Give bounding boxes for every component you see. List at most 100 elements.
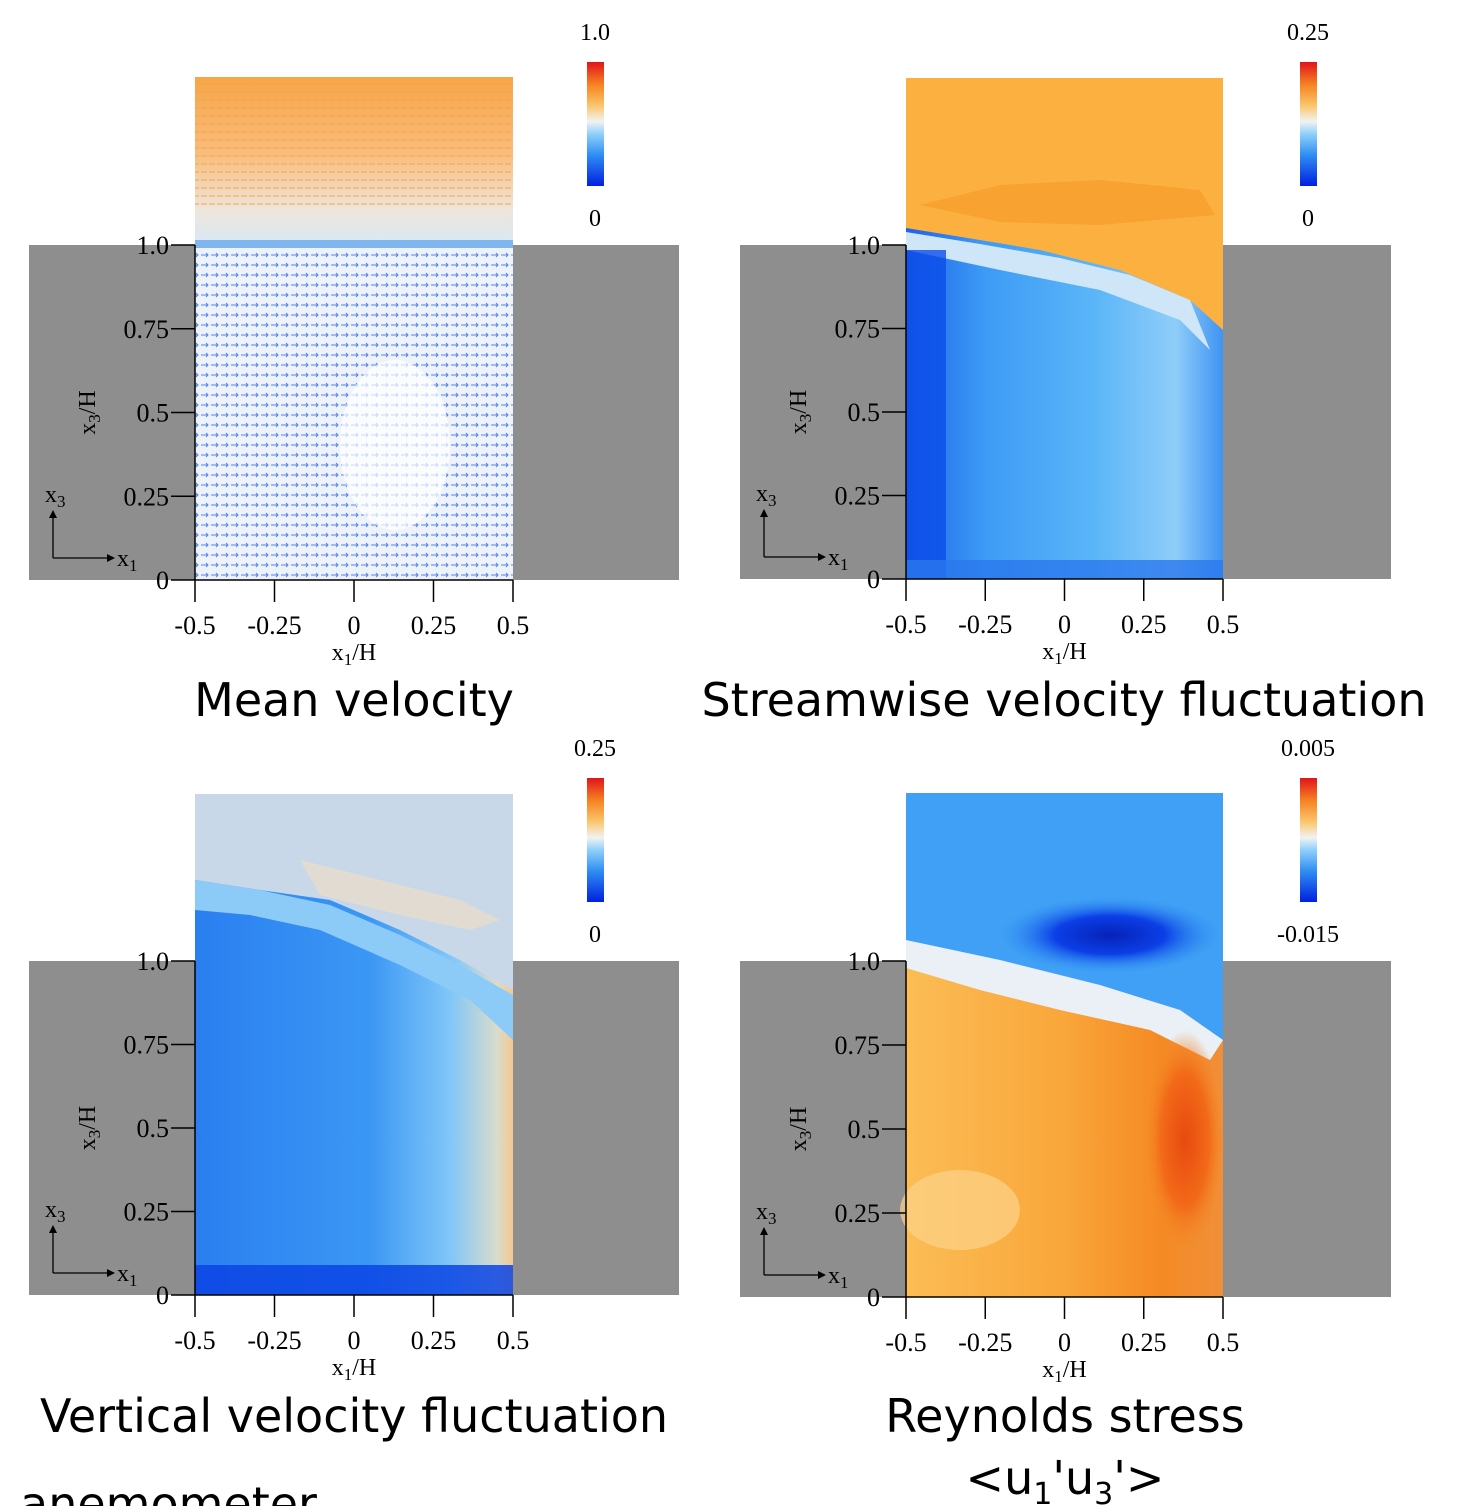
icon-vertical-arrowhead [760, 1227, 768, 1235]
icon-horizontal-arrowhead [818, 553, 826, 561]
y-tick-label: 0 [156, 566, 169, 595]
icon-vertical-label: x3 [45, 1197, 66, 1226]
contour-positive-core [1145, 1030, 1225, 1250]
colorbar [1300, 62, 1317, 186]
icon-vertical-arrowhead [49, 1225, 57, 1233]
y-tick-label: 0.75 [835, 315, 881, 344]
contour-shear-white [906, 940, 1223, 1060]
wall-right [1223, 961, 1391, 1297]
x-tick-label: 0.25 [1121, 610, 1167, 639]
x-tick-label: -0.25 [247, 1326, 301, 1355]
x-tick-label: -0.25 [958, 1328, 1012, 1357]
y-tick-label: 0 [867, 565, 880, 594]
x-tick-label: 0 [348, 1326, 361, 1355]
x-tick-label: -0.5 [174, 1326, 215, 1355]
x-tick-label: 0.5 [497, 611, 530, 640]
contour-bottom-dark [195, 1265, 513, 1295]
contour-orange-band [920, 180, 1215, 225]
x-tick-label: 0 [348, 611, 361, 640]
vortex-core [340, 360, 450, 530]
y-tick-label: 0.25 [835, 1199, 881, 1228]
x-tick-label: -0.5 [885, 610, 926, 639]
x-axis-label: x1/H [1042, 639, 1087, 668]
x-tick-label: 0.5 [1207, 1328, 1240, 1357]
contour-bottom [906, 560, 1223, 579]
y-axis-label: x3/H [786, 390, 815, 435]
x-axis-label: x1/H [332, 1355, 377, 1384]
wall-left [29, 245, 195, 580]
x-axis-label: x1/H [332, 640, 377, 669]
contour-transition [195, 880, 513, 1040]
icon-vertical-label: x3 [756, 481, 777, 510]
y-tick-label: 0.25 [124, 1198, 170, 1227]
x-tick-label: 0 [1058, 610, 1071, 639]
x-tick-label: 0.5 [497, 1326, 530, 1355]
x-tick-label: -0.5 [174, 611, 215, 640]
wall-right [513, 245, 679, 580]
colorbar-max-label: 0.25 [1287, 20, 1329, 46]
y-tick-label: 1.0 [848, 947, 881, 976]
x-tick-label: 0.25 [411, 611, 457, 640]
y-tick-label: 0.75 [124, 315, 170, 344]
caption-streamwise: Streamwise velocity fluctuation [701, 673, 1426, 727]
icon-vertical-arrowhead [49, 510, 57, 518]
colorbar-max-label: 1.0 [580, 20, 610, 46]
icon-vertical-label: x3 [45, 482, 66, 511]
x-tick-label: 0.25 [1121, 1328, 1167, 1357]
caption-reynolds-formula: <u1'u3'> [966, 1451, 1165, 1506]
icon-horizontal-label: x1 [117, 1261, 138, 1290]
icon-vertical-arrowhead [760, 509, 768, 517]
colorbar-max-label: 0.005 [1281, 736, 1335, 762]
wall-left [29, 961, 195, 1295]
panel-vertical [29, 794, 679, 1295]
icon-horizontal-arrowhead [818, 1271, 826, 1279]
y-tick-label: 0.75 [835, 1031, 881, 1060]
colorbar [587, 62, 604, 186]
x-axis-label: x1/H [1042, 1357, 1087, 1386]
icon-vertical-label: x3 [756, 1199, 777, 1228]
caption-vertical: Vertical velocity fluctuation [40, 1389, 668, 1443]
contour-beige-streak [300, 860, 500, 930]
panel-streamwise [740, 78, 1391, 579]
colorbar-max-label: 0.25 [574, 736, 616, 762]
x-tick-label: 0 [1058, 1328, 1071, 1357]
x-tick-label: 0.5 [1207, 610, 1240, 639]
caption-mean-velocity: Mean velocity [194, 673, 514, 727]
icon-horizontal-label: x1 [828, 545, 849, 574]
icon-horizontal-label: x1 [828, 1263, 849, 1292]
y-tick-label: 0 [156, 1281, 169, 1310]
caption-reynolds: Reynolds stress [885, 1389, 1244, 1443]
contour-shear-light [906, 232, 1210, 350]
y-tick-label: 0.5 [848, 398, 881, 427]
x-tick-label: -0.5 [885, 1328, 926, 1357]
icon-horizontal-arrowhead [107, 1269, 115, 1277]
wall-right [513, 961, 679, 1295]
y-tick-label: 0.25 [835, 482, 881, 511]
colorbar-min-label: -0.015 [1277, 922, 1339, 948]
axes-layer: 0 0.25 0.5 0.75 1.0 -0.5 -0.25 0 0.25 0.5 x1/H x3/H… [45, 20, 1339, 1386]
y-tick-label: 0.25 [124, 482, 170, 511]
y-tick-label: 0.75 [124, 1031, 170, 1060]
footer-text: anemometer. [20, 1477, 327, 1506]
panel-mean-velocity [29, 77, 679, 580]
colorbar [1300, 778, 1317, 902]
wall-left [740, 245, 906, 579]
panel-reynolds-stress [740, 793, 1391, 1297]
x-tick-label: -0.25 [247, 611, 301, 640]
y-tick-label: 0.5 [137, 1114, 170, 1143]
y-axis-label: x3/H [75, 1106, 104, 1151]
wall-right [1223, 245, 1391, 579]
y-tick-label: 0.5 [848, 1115, 881, 1144]
y-tick-label: 0 [867, 1283, 880, 1312]
y-axis-label: x3/H [75, 390, 104, 435]
colorbar-min-label: 0 [589, 922, 601, 948]
colorbar-min-label: 0 [1302, 206, 1314, 232]
colorbar-min-label: 0 [589, 206, 601, 232]
wall-left [740, 961, 906, 1297]
x-tick-label: -0.25 [958, 610, 1012, 639]
y-tick-label: 1.0 [137, 947, 170, 976]
icon-horizontal-arrowhead [107, 554, 115, 562]
contour-left-dark [906, 250, 946, 579]
icon-horizontal-label: x1 [117, 546, 138, 575]
